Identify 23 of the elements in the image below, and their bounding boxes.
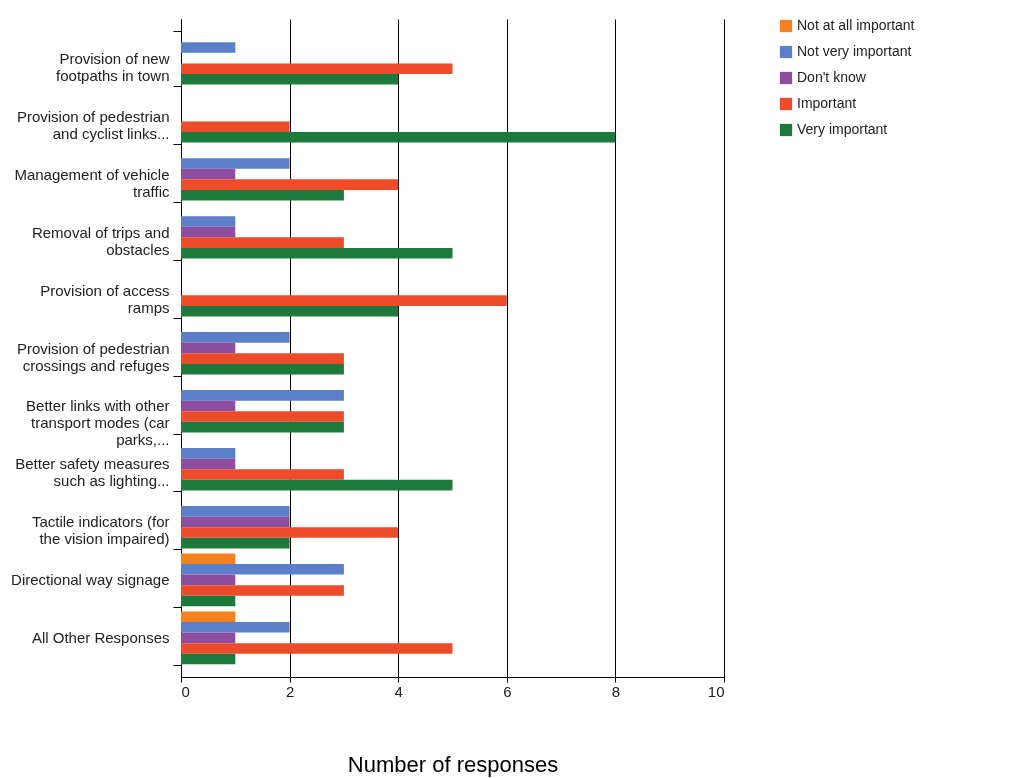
y-tick-label: Provision of pedestrian and cyclist links... [16, 107, 170, 142]
y-tick-label: Management of vehicle traffic [14, 165, 170, 200]
legend-label: Not very important [797, 43, 912, 59]
x-axis-title: Number of responses [347, 751, 559, 777]
x-tick-label: 6 [503, 682, 512, 700]
legend-label: Important [797, 95, 857, 111]
x-tick-label: 8 [611, 682, 621, 700]
x-tick-label: 10 [707, 682, 725, 700]
legend-label: Very important [797, 121, 888, 137]
y-tick-label: Provision of pedestrian crossings and refuges [16, 339, 170, 374]
x-tick-label: 4 [394, 682, 403, 700]
y-tick-label: Provision of access ramps [40, 281, 170, 316]
y-tick-label: All Other Responses [31, 629, 170, 647]
y-tick-label: Tactile indicators (for the vision impaired) [31, 513, 170, 548]
y-tick-label: Better links with other transport modes (car parks,... [26, 397, 170, 449]
y-tick-label: Removal of trips and obstacles [31, 223, 170, 258]
y-tick-label: Better safety measures such as lighting... [15, 455, 170, 490]
y-tick-label: Provision of new footpaths in town [56, 49, 170, 84]
x-tick-label: 0 [181, 682, 190, 700]
legend-label: Not at all important [797, 17, 915, 33]
x-tick-label: 2 [285, 682, 295, 700]
y-tick-label: Directional way signage [11, 571, 170, 589]
legend-label: Don't know [797, 69, 867, 85]
